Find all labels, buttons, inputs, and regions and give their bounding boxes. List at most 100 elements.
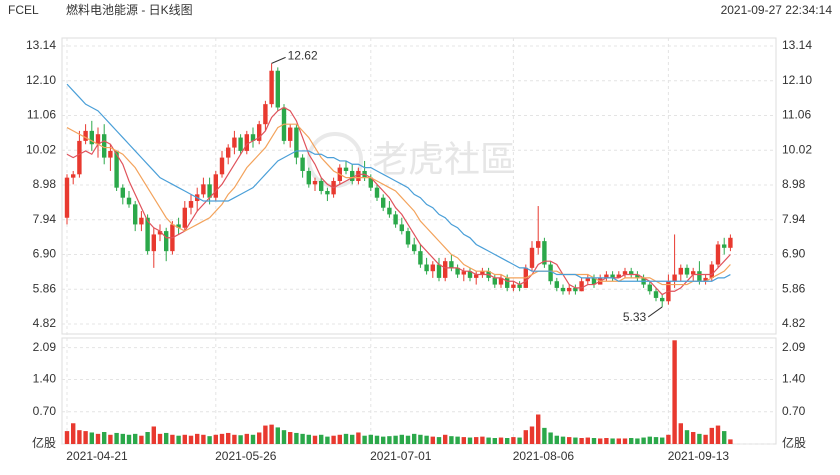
- y-tick-label: 11.06: [27, 108, 56, 122]
- candle-body: [418, 251, 423, 265]
- volume-bar: [443, 434, 448, 444]
- y-tick-label-right: 10.02: [782, 142, 812, 156]
- volume-bar: [505, 438, 510, 444]
- volume-bar: [536, 414, 541, 444]
- volume-bar: [492, 438, 497, 444]
- volume-bar: [455, 436, 460, 444]
- candle-body: [660, 297, 665, 302]
- candle-body: [145, 217, 150, 252]
- candle-body: [207, 184, 212, 198]
- timestamp: 2021-09-27 22:34:14: [721, 3, 833, 17]
- volume-bar: [567, 437, 572, 444]
- candle-body: [616, 274, 621, 278]
- candle-body: [151, 234, 156, 252]
- candle-body: [374, 187, 380, 198]
- volume-bar: [257, 432, 262, 444]
- volume-bar: [288, 432, 293, 444]
- chart-title: 燃料电池能源 - 日K线图: [66, 2, 193, 17]
- candle-body: [554, 281, 559, 288]
- volume-bar: [684, 430, 690, 444]
- volume-bar: [102, 432, 107, 444]
- candle-body: [424, 264, 429, 272]
- volume-bar: [250, 434, 256, 444]
- candle-body: [157, 231, 163, 235]
- candle-body: [343, 167, 349, 171]
- candle-body: [728, 237, 733, 248]
- candle-body: [443, 261, 448, 278]
- volume-bar: [281, 430, 287, 444]
- volume-bar: [517, 437, 522, 444]
- candle-body: [368, 177, 373, 188]
- volume-bar: [263, 425, 268, 444]
- volume-bar: [678, 423, 683, 444]
- y-tick-label: 0.70: [33, 404, 57, 418]
- volume-bar: [399, 434, 404, 444]
- volume-bar: [412, 433, 417, 444]
- candle-body: [64, 177, 70, 218]
- y-tick-label: 8.98: [33, 177, 57, 191]
- volume-bar: [226, 432, 231, 444]
- volume-bar: [356, 432, 361, 444]
- y-tick-label: 1.40: [33, 372, 57, 386]
- volume-bar: [728, 439, 733, 444]
- volume-bar: [176, 435, 181, 444]
- x-tick-label: 2021-09-13: [668, 449, 730, 463]
- candle-body: [722, 244, 727, 248]
- y-tick-label-right: 6.90: [782, 247, 806, 261]
- candle-body: [319, 180, 324, 192]
- volume-bar: [157, 433, 163, 444]
- candle-body: [498, 277, 504, 285]
- volume-bar: [616, 438, 621, 444]
- volume-bar: [629, 438, 634, 444]
- volume-bar: [542, 427, 547, 444]
- candle-body: [219, 157, 225, 175]
- volume-bar: [151, 426, 156, 444]
- candle-body: [691, 271, 696, 275]
- volume-bar: [691, 432, 696, 444]
- symbol: FCEL: [8, 3, 39, 17]
- volume-bar: [436, 437, 442, 444]
- volume-bar: [350, 434, 355, 444]
- volume-bar: [114, 432, 119, 444]
- volume-bar: [306, 434, 311, 444]
- candle-body: [474, 274, 479, 278]
- y-tick-label: 4.82: [33, 316, 57, 330]
- volume-bar: [300, 433, 305, 444]
- volume-bar: [591, 438, 597, 444]
- candle-body: [560, 287, 566, 292]
- ma-line: [66, 83, 731, 282]
- volume-bar: [610, 438, 615, 444]
- volume-bar: [529, 426, 535, 444]
- candle-body: [405, 231, 411, 245]
- candle-body: [567, 287, 572, 292]
- candle-body: [387, 207, 392, 215]
- candle-body: [201, 184, 206, 195]
- ma-line: [66, 106, 731, 296]
- candle-body: [213, 174, 218, 198]
- y-tick-label: 6.90: [33, 247, 57, 261]
- watermark: 老虎社區: [372, 139, 516, 180]
- candle-body: [71, 174, 76, 178]
- volume-bar: [604, 438, 609, 444]
- volume-bar: [232, 434, 237, 444]
- y-tick-label-right: 12.10: [782, 73, 812, 87]
- min-label: 5.33: [623, 310, 647, 324]
- candle-body: [312, 180, 318, 185]
- candle-body: [684, 267, 690, 275]
- volume-bar: [213, 434, 218, 444]
- candle-body: [461, 271, 466, 275]
- volume-bar: [219, 433, 225, 444]
- volume-bar: [238, 435, 243, 444]
- volume-bar: [722, 431, 727, 444]
- y-tick-label: 7.94: [33, 212, 57, 226]
- candle-body: [182, 207, 187, 228]
- volume-bar: [709, 427, 714, 444]
- annotation-line: [271, 56, 286, 64]
- volume-bar: [170, 434, 175, 444]
- candle-body: [480, 271, 485, 275]
- candle-body: [672, 274, 677, 282]
- candle-body: [89, 130, 94, 145]
- candle-body: [399, 224, 404, 232]
- candle-body: [95, 134, 101, 145]
- volume-bar: [89, 432, 94, 444]
